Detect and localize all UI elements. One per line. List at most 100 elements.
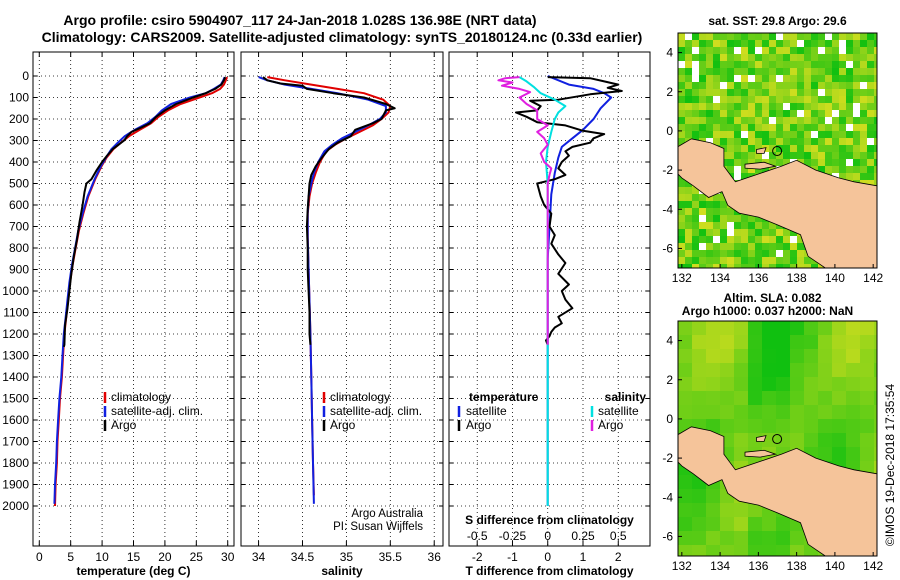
map-cell (734, 405, 749, 420)
map-cell (811, 33, 819, 41)
map-cell (825, 131, 833, 139)
map-cell (839, 124, 847, 132)
y-tick-label: 100 (9, 91, 29, 105)
map-cell (846, 363, 861, 378)
legend-label: Argo (466, 418, 492, 432)
map-cell (699, 54, 707, 62)
map-cell (811, 117, 819, 125)
map-cell (734, 433, 749, 448)
map-cell (783, 124, 791, 132)
map-cell (720, 96, 728, 104)
map-cell (699, 243, 706, 250)
figure-title-line-1: Argo profile: csiro 5904907_117 24-Jan-2… (63, 12, 536, 28)
map-cell (846, 419, 861, 434)
map-cell (783, 54, 791, 62)
map-cell (797, 124, 805, 132)
map-cell (776, 264, 784, 268)
map-cell (748, 89, 756, 97)
map-cell (678, 33, 686, 41)
map-cell (762, 54, 770, 62)
series-climatology (267, 76, 392, 496)
land-island (756, 147, 767, 154)
map-cell (846, 75, 854, 83)
map-cell (790, 264, 798, 268)
map-cell (874, 180, 877, 188)
map-cell (839, 166, 847, 174)
map-cell (783, 243, 791, 251)
x2-tick-label: 0 (544, 529, 551, 543)
map-cell (755, 54, 763, 62)
map-cell (853, 89, 861, 97)
map-cell (706, 33, 714, 41)
map-cell (874, 159, 877, 167)
map-cell (720, 75, 728, 83)
map-cell (832, 321, 847, 336)
map-cell (678, 54, 686, 62)
legend-label: satellite-adj. clim. (330, 404, 422, 418)
map-cell (720, 33, 728, 41)
y-tick-label: 1800 (2, 456, 29, 470)
map-cell (790, 124, 798, 132)
map-cell (776, 152, 784, 160)
map-cell (755, 229, 763, 237)
y-tick-label: 500 (9, 177, 29, 191)
map-cell (832, 419, 847, 434)
map-cell (818, 117, 826, 125)
map-cell (748, 545, 763, 556)
map-cell (804, 40, 812, 48)
y-tick-label: 1300 (2, 349, 29, 363)
map-cell (776, 363, 791, 378)
y-tick-label: 800 (9, 241, 29, 255)
map-cell (818, 47, 825, 54)
map-cell (678, 349, 693, 364)
plot-frame (240, 51, 444, 547)
map-cell (797, 54, 805, 62)
map-cell (811, 61, 819, 69)
map-cell (706, 47, 714, 55)
map-cell (727, 110, 735, 118)
map-cell (734, 229, 742, 237)
map-cell (685, 215, 693, 223)
map-cell (860, 145, 868, 153)
map-cell (678, 187, 686, 195)
map-cell (699, 131, 707, 139)
map-cell (790, 236, 797, 243)
map-cell (678, 363, 693, 378)
map-cell (762, 222, 770, 230)
map-cell (776, 33, 783, 40)
map-cell (846, 173, 854, 181)
map-cell (853, 82, 861, 90)
map-cell (678, 47, 686, 55)
map-cell (734, 257, 742, 265)
map-cell (783, 264, 791, 268)
map-cell (776, 250, 783, 257)
map-cell (692, 201, 700, 209)
map-cell (713, 208, 721, 216)
map-cell (804, 545, 819, 556)
map-cell (734, 264, 742, 268)
map-cell (741, 54, 749, 62)
map-cell (860, 68, 868, 76)
map-cell (762, 33, 770, 41)
map-cell (790, 145, 798, 153)
map-cell (748, 222, 756, 230)
map-cell (692, 545, 707, 556)
map-cell (776, 377, 791, 392)
map-cell (769, 82, 777, 90)
map-cell (804, 33, 812, 41)
map-cell (776, 61, 784, 69)
map-cell (678, 545, 693, 556)
map-cell (734, 96, 742, 104)
map-cell (692, 257, 700, 265)
map-cell (713, 229, 721, 237)
map-cell (867, 54, 875, 62)
map-cell (685, 236, 693, 244)
map-cell (734, 89, 742, 97)
map-cell (706, 419, 721, 434)
map-cell (762, 61, 770, 69)
map-cell (678, 503, 693, 518)
map-cell (741, 75, 749, 83)
map-cell (804, 89, 812, 97)
map-cell (685, 250, 693, 258)
map-cell (867, 124, 875, 132)
